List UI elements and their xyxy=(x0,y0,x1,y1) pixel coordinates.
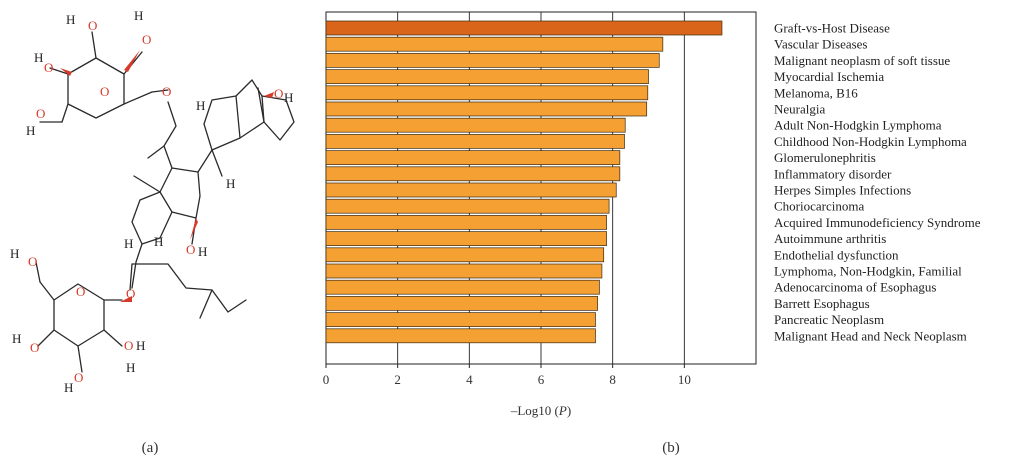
category-label: Childhood Non-Hodgkin Lymphoma xyxy=(774,134,967,149)
bar xyxy=(325,312,596,327)
bar xyxy=(325,279,600,295)
hydrogen-atom-label: H xyxy=(284,90,293,105)
bar xyxy=(325,85,649,101)
oxygen-atom-label: O xyxy=(28,254,37,269)
hydrogen-atom-label: H xyxy=(12,331,21,346)
category-label: Endothelial dysfunction xyxy=(774,247,899,262)
bar xyxy=(325,53,660,68)
x-axis-title: –Log10 (P) xyxy=(510,403,571,418)
category-label: Melanoma, B16 xyxy=(774,85,858,100)
category-label: Malignant Head and Neck Neoplasm xyxy=(774,328,967,343)
bar xyxy=(325,101,648,117)
hydrogen-atom-label: H xyxy=(34,50,43,65)
hydrogen-atom-label: H xyxy=(134,8,143,23)
panel-label-a: (a) xyxy=(142,440,159,456)
category-label: Adult Non-Hodgkin Lymphoma xyxy=(774,118,942,133)
bar xyxy=(325,247,605,263)
x-tick-label: 0 xyxy=(323,372,330,387)
hydrogen-atom-label: H xyxy=(226,176,235,191)
oxygen-atom-label: O xyxy=(274,86,283,101)
hydrogen-atom-label: H xyxy=(154,234,163,249)
category-label: Malignant neoplasm of soft tissue xyxy=(774,53,950,68)
bar xyxy=(325,328,596,344)
oxygen-atom-label: O xyxy=(162,84,171,99)
hydrogen-atom-label: H xyxy=(26,123,35,138)
category-label: Herpes Simples Infections xyxy=(774,183,911,198)
oxygen-atom-label: O xyxy=(88,18,97,33)
bar xyxy=(325,182,617,198)
oxygen-atom-label: O xyxy=(124,338,133,353)
category-label: Acquired Immunodeficiency Syndrome xyxy=(774,215,981,230)
oxygen-atom-label: O xyxy=(74,370,83,385)
oxygen-atom-label: O xyxy=(126,286,135,301)
hydrogen-atom-label: H xyxy=(66,12,75,27)
x-tick-label: 8 xyxy=(609,372,616,387)
bar xyxy=(325,166,621,182)
oxygen-atom-label: O xyxy=(186,242,195,257)
category-label: Choriocarcinoma xyxy=(774,199,864,214)
x-tick-label: 6 xyxy=(538,372,545,387)
hydrogen-atom-label: H xyxy=(124,236,133,251)
oxygen-atom-label: O xyxy=(36,106,45,121)
category-label: Autoimmune arthritis xyxy=(774,231,886,246)
bars xyxy=(325,20,723,344)
hydrogen-atom-label: H xyxy=(136,338,145,353)
hydrogen-atom-label: H xyxy=(196,98,205,113)
x-axis-ticks: 0 2 4 6 8 10 xyxy=(323,364,691,387)
category-label: Pancreatic Neoplasm xyxy=(774,312,884,327)
category-label: Myocardial Ischemia xyxy=(774,69,884,84)
category-label: Vascular Diseases xyxy=(774,37,868,52)
bar xyxy=(325,150,621,165)
oxygen-atom-label: O xyxy=(30,340,39,355)
bar xyxy=(325,231,607,246)
bar xyxy=(325,69,649,84)
x-tick-label: 4 xyxy=(466,372,473,387)
oxygen-atom-label: O xyxy=(142,32,151,47)
hydrogen-atom-label: H xyxy=(198,244,207,259)
chemical-structure xyxy=(35,31,295,373)
oxygen-atom-label: O xyxy=(76,284,85,299)
bar xyxy=(325,198,610,214)
bar xyxy=(325,296,598,311)
category-label: Barrett Esophagus xyxy=(774,296,870,311)
bar xyxy=(325,20,723,36)
hydrogen-atom-label: H xyxy=(64,380,73,395)
hydrogen-atom-label: H xyxy=(126,360,135,375)
oxygen-atom-label: O xyxy=(100,84,109,99)
category-label: Lymphoma, Non-Hodgkin, Familial xyxy=(774,264,962,279)
x-tick-label: 10 xyxy=(678,372,691,387)
bar xyxy=(325,36,664,52)
category-label: Neuralgia xyxy=(774,102,825,117)
bar xyxy=(325,263,603,279)
bar xyxy=(325,215,607,230)
hydrogen-atom-label: H xyxy=(10,246,19,261)
oxygen-atom-label: O xyxy=(44,60,53,75)
category-label: Inflammatory disorder xyxy=(774,166,892,181)
category-label: Graft-vs-Host Disease xyxy=(774,21,890,36)
bar xyxy=(325,117,626,133)
bar xyxy=(325,134,625,149)
x-tick-label: 2 xyxy=(394,372,401,387)
category-label: Glomerulonephritis xyxy=(774,150,876,165)
category-label: Adenocarcinoma of Esophagus xyxy=(774,280,936,295)
panel-label-b: (b) xyxy=(662,440,680,456)
